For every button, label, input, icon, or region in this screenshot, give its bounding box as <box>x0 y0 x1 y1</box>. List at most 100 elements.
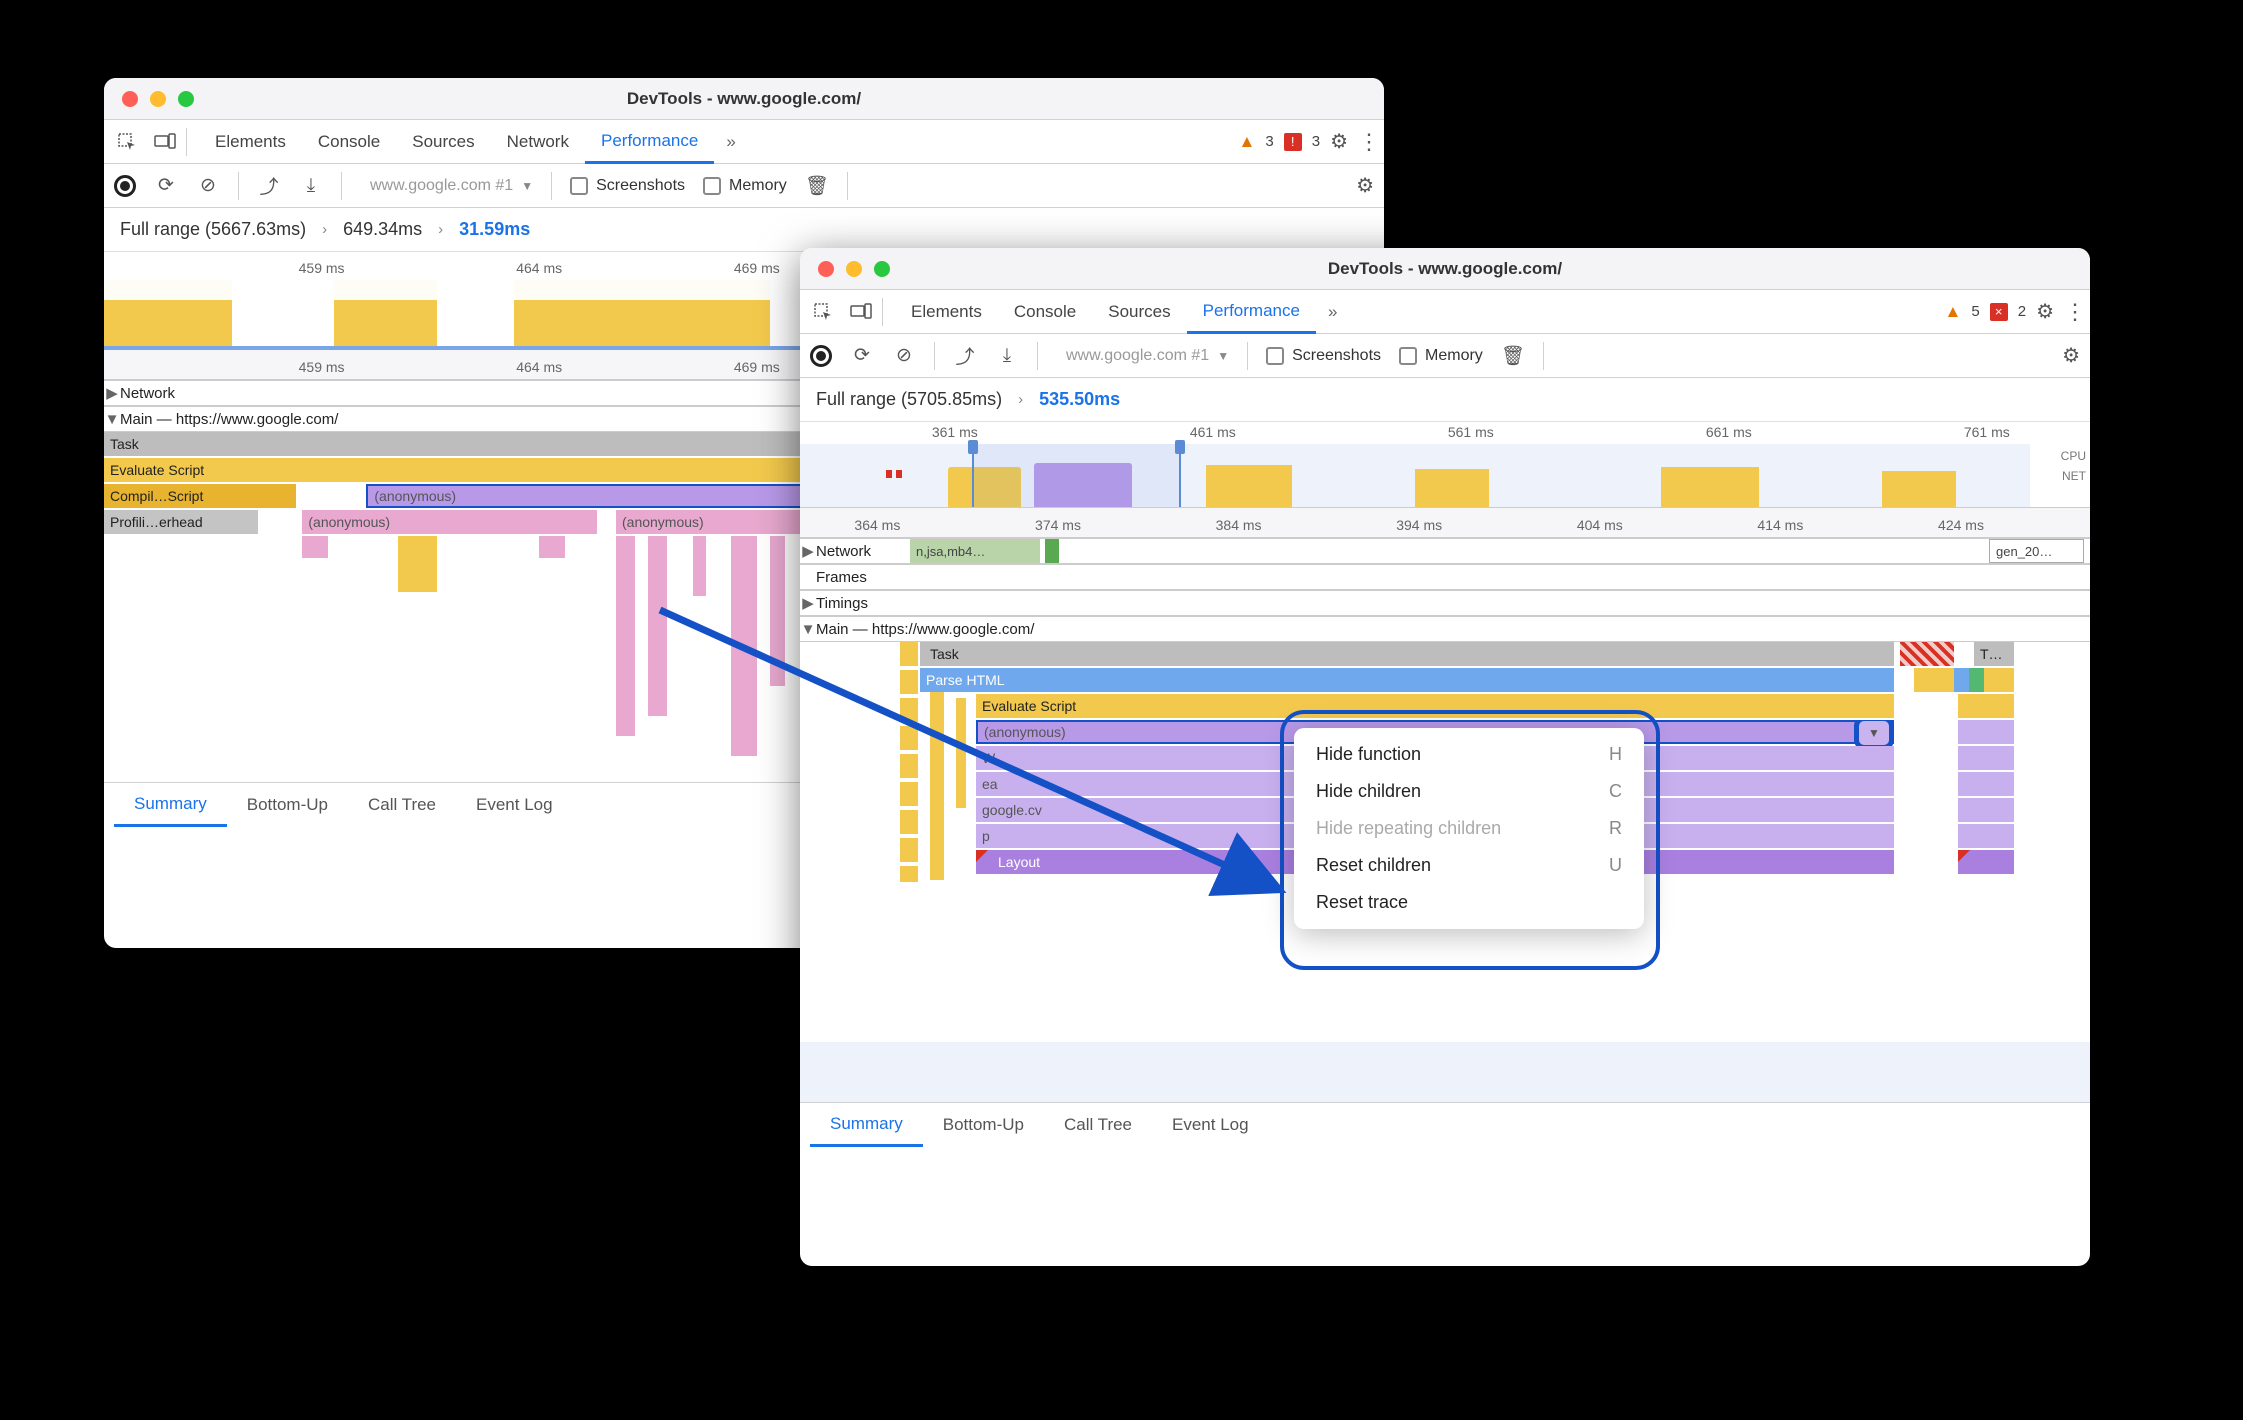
menu-hide-children[interactable]: Hide childrenC <box>1294 773 1644 810</box>
tab-call-tree[interactable]: Call Tree <box>1044 1103 1152 1147</box>
flame-entry-dropdown[interactable]: ▼ <box>1854 720 1894 746</box>
tab-summary[interactable]: Summary <box>810 1103 923 1147</box>
device-toolbar-icon[interactable] <box>148 125 182 159</box>
memory-checkbox[interactable]: Memory <box>1399 347 1483 365</box>
memory-checkbox[interactable]: Memory <box>703 177 787 195</box>
gear-icon[interactable]: ⚙ <box>2036 299 2054 324</box>
panel-tabs: Elements Console Sources Network Perform… <box>199 120 714 164</box>
tab-call-tree[interactable]: Call Tree <box>348 783 456 827</box>
breadcrumb-current: 31.59ms <box>459 219 530 240</box>
warning-icon[interactable]: ▲ <box>1239 132 1256 152</box>
download-icon[interactable]: ⤓ <box>299 175 323 197</box>
zoom-icon[interactable] <box>874 261 890 277</box>
tab-network[interactable]: Network <box>491 120 585 164</box>
clear-icon[interactable]: ⊘ <box>892 344 916 367</box>
window-title: DevTools - www.google.com/ <box>800 259 2090 279</box>
tab-performance[interactable]: Performance <box>1187 290 1316 334</box>
recording-selector[interactable]: www.google.com #1 ▼ <box>1066 347 1229 365</box>
reload-icon[interactable]: ⟳ <box>154 174 178 197</box>
tab-bottom-up[interactable]: Bottom-Up <box>923 1103 1044 1147</box>
record-icon[interactable] <box>114 175 136 197</box>
gear-icon[interactable]: ⚙ <box>1356 173 1374 198</box>
tab-elements[interactable]: Elements <box>199 120 302 164</box>
flame-bars <box>1958 798 2014 822</box>
more-tabs-icon[interactable]: » <box>718 132 743 152</box>
upload-icon[interactable]: ⤴ <box>953 342 977 369</box>
tick: 461 ms <box>1190 424 1236 440</box>
menu-reset-children[interactable]: Reset childrenU <box>1294 847 1644 884</box>
gear-icon[interactable]: ⚙ <box>2062 343 2080 368</box>
perf-toolbar: ⟳ ⊘ ⤴ ⤓ www.google.com #1 ▼ Screenshots … <box>800 334 2090 378</box>
warning-icon[interactable]: ▲ <box>1945 302 1962 322</box>
main-section[interactable]: ▼Main — https://www.google.com/ <box>800 616 2090 642</box>
tab-bottom-up[interactable]: Bottom-Up <box>227 783 348 827</box>
tab-elements[interactable]: Elements <box>895 290 998 334</box>
perf-toolbar: ⟳ ⊘ ⤴ ⤓ www.google.com #1 ▼ Screenshots … <box>104 164 1384 208</box>
breadcrumb-full[interactable]: Full range (5705.85ms) <box>816 389 1002 410</box>
network-section[interactable]: ▶Network n,jsa,mb4… gen_20… <box>800 538 2090 564</box>
devtools-window-2: DevTools - www.google.com/ Elements Cons… <box>800 248 2090 1266</box>
chevron-right-icon: › <box>322 221 327 238</box>
overview-selection[interactable] <box>972 444 1181 507</box>
gear-icon[interactable]: ⚙ <box>1330 129 1348 154</box>
tab-event-log[interactable]: Event Log <box>1152 1103 1269 1147</box>
tick: 459 ms <box>299 260 345 276</box>
tab-sources[interactable]: Sources <box>396 120 490 164</box>
traffic-lights <box>104 91 194 107</box>
screenshots-checkbox[interactable]: Screenshots <box>570 177 685 195</box>
tick: 414 ms <box>1757 517 1803 533</box>
tab-summary[interactable]: Summary <box>114 783 227 827</box>
menu-hide-function[interactable]: Hide functionH <box>1294 736 1644 773</box>
close-icon[interactable] <box>818 261 834 277</box>
flame-task: T… <box>1974 642 2014 666</box>
recording-selector[interactable]: www.google.com #1 ▼ <box>370 177 533 195</box>
flame-bars <box>1914 668 2014 692</box>
minimize-icon[interactable] <box>846 261 862 277</box>
tab-sources[interactable]: Sources <box>1092 290 1186 334</box>
inspect-icon[interactable] <box>110 125 144 159</box>
error-icon[interactable]: ! <box>1284 133 1302 151</box>
reload-icon[interactable]: ⟳ <box>850 344 874 367</box>
tab-console[interactable]: Console <box>998 290 1092 334</box>
tick: 464 ms <box>516 260 562 276</box>
timings-section[interactable]: ▶Timings <box>800 590 2090 616</box>
gc-icon[interactable]: 🗑 <box>805 174 829 198</box>
status-badges: ▲ 5 × 2 ⚙ ⋮ <box>1945 299 2084 325</box>
tick: 661 ms <box>1706 424 1752 440</box>
kebab-icon[interactable]: ⋮ <box>2064 299 2084 325</box>
tick: 561 ms <box>1448 424 1494 440</box>
tick: 404 ms <box>1577 517 1623 533</box>
panel-tabs: Elements Console Sources Performance <box>895 290 1316 334</box>
timeline-ticks: 364 ms 374 ms 384 ms 394 ms 404 ms 414 m… <box>800 508 2090 538</box>
breadcrumb-full[interactable]: Full range (5667.63ms) <box>120 219 306 240</box>
flame-chart[interactable]: Task T… Parse HTML Evaluate Script (anon… <box>800 642 2090 1042</box>
download-icon[interactable]: ⤓ <box>995 345 1019 367</box>
overview-minimap[interactable]: 361 ms 461 ms 561 ms 661 ms 761 ms <box>800 422 2090 508</box>
tick: 374 ms <box>1035 517 1081 533</box>
frames-section[interactable]: Frames <box>800 564 2090 590</box>
cpu-label: CPU <box>2061 446 2086 466</box>
tab-event-log[interactable]: Event Log <box>456 783 573 827</box>
error-icon[interactable]: × <box>1990 303 2008 321</box>
kebab-icon[interactable]: ⋮ <box>1358 129 1378 155</box>
tab-console[interactable]: Console <box>302 120 396 164</box>
record-icon[interactable] <box>810 345 832 367</box>
close-icon[interactable] <box>122 91 138 107</box>
net-label: NET <box>2061 466 2086 486</box>
breadcrumb-mid[interactable]: 649.34ms <box>343 219 422 240</box>
gc-icon[interactable]: 🗑 <box>1501 344 1525 368</box>
warning-count: 3 <box>1265 133 1273 150</box>
more-tabs-icon[interactable]: » <box>1320 302 1345 322</box>
device-toolbar-icon[interactable] <box>844 295 878 329</box>
screenshots-checkbox[interactable]: Screenshots <box>1266 347 1381 365</box>
chevron-down-icon: ▼ <box>1217 349 1229 363</box>
minimize-icon[interactable] <box>150 91 166 107</box>
menu-reset-trace[interactable]: Reset trace <box>1294 884 1644 921</box>
upload-icon[interactable]: ⤴ <box>257 172 281 199</box>
zoom-icon[interactable] <box>178 91 194 107</box>
clear-icon[interactable]: ⊘ <box>196 174 220 197</box>
divider <box>238 172 239 200</box>
inspect-icon[interactable] <box>806 295 840 329</box>
tab-performance[interactable]: Performance <box>585 120 714 164</box>
divider <box>1543 342 1544 370</box>
